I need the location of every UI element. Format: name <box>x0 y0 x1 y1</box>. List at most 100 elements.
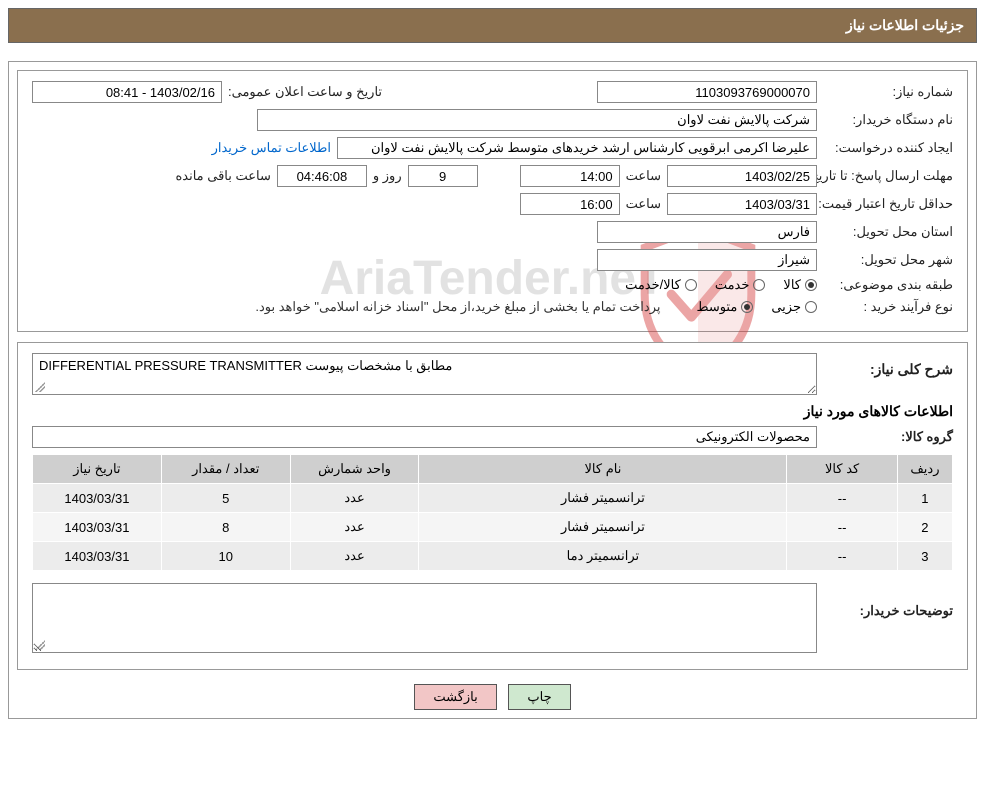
subject-class-label: طبقه بندی موضوعی: <box>823 277 953 293</box>
row-city: شهر محل تحويل: شيراز <box>32 249 953 271</box>
deadline-date-field: 1403/02/25 <box>667 165 817 187</box>
radio-dot-goods-service <box>685 279 697 291</box>
table-row: 1--ترانسميتر فشارعدد51403/03/31 <box>33 484 953 513</box>
table-row: 3--ترانسميتر دماعدد101403/03/31 <box>33 542 953 571</box>
row-buyer-notes: توضيحات خريدار: <box>32 583 953 653</box>
price-valid-time-label: ساعت <box>626 196 661 212</box>
row-need-no: شماره نياز: 1103093769000070 تاريخ و ساع… <box>32 81 953 103</box>
goods-group-field: محصولات الکترونيکی <box>32 426 817 448</box>
back-button[interactable]: بازگشت <box>414 684 496 710</box>
row-goods-group: گروه کالا: محصولات الکترونيکی <box>32 426 953 448</box>
table-cell: 5 <box>161 484 290 513</box>
table-cell: عدد <box>290 513 419 542</box>
radio-dot-partial <box>805 301 817 313</box>
table-cell: 1 <box>897 484 952 513</box>
table-header: کد کالا <box>787 455 897 484</box>
page-title: جزئيات اطلاعات نياز <box>846 17 964 33</box>
row-subject-class: طبقه بندی موضوعی: کالا خدمت کالا/خدمت <box>32 277 953 293</box>
table-cell: -- <box>787 484 897 513</box>
radio-dot-service <box>753 279 765 291</box>
announce-field: 1403/02/16 - 08:41 <box>32 81 222 103</box>
table-header: تاريخ نياز <box>33 455 162 484</box>
table-row: 2--ترانسميتر فشارعدد81403/03/31 <box>33 513 953 542</box>
table-cell: 8 <box>161 513 290 542</box>
table-cell: 1403/03/31 <box>33 542 162 571</box>
info-panel: AriaTender.neT شماره نياز: 1103093769000… <box>17 70 968 332</box>
table-cell: ترانسميتر فشار <box>419 513 787 542</box>
table-header: واحد شمارش <box>290 455 419 484</box>
radio-dot-goods <box>805 279 817 291</box>
radio-partial[interactable]: جزيی <box>771 299 817 315</box>
table-header: رديف <box>897 455 952 484</box>
buyer-notes-label: توضيحات خريدار: <box>823 583 953 619</box>
radio-service[interactable]: خدمت <box>715 277 766 293</box>
radio-medium-label: متوسط <box>696 299 737 315</box>
province-label: استان محل تحويل: <box>823 224 953 240</box>
table-cell: 1403/03/31 <box>33 513 162 542</box>
row-deadline: مهلت ارسال پاسخ: تا تاريخ: 1403/02/25 سا… <box>32 165 953 187</box>
announce-label: تاريخ و ساعت اعلان عمومی: <box>228 84 382 100</box>
table-cell: ترانسميتر دما <box>419 542 787 571</box>
row-purchase-type: نوع فرآيند خريد : جزيی متوسط پرداخت تمام… <box>32 299 953 315</box>
table-cell: 10 <box>161 542 290 571</box>
table-cell: 1403/03/31 <box>33 484 162 513</box>
contact-link[interactable]: اطلاعات تماس خريدار <box>212 140 331 156</box>
city-field: شيراز <box>597 249 817 271</box>
need-no-field: 1103093769000070 <box>597 81 817 103</box>
table-cell: عدد <box>290 484 419 513</box>
radio-medium[interactable]: متوسط <box>696 299 753 315</box>
radio-goods[interactable]: کالا <box>783 277 817 293</box>
deadline-time-label: ساعت <box>626 168 661 184</box>
row-overall: شرح کلی نياز: DIFFERENTIAL PRESSURE TRAN… <box>32 353 953 395</box>
deadline-label: مهلت ارسال پاسخ: تا تاريخ: <box>823 168 953 185</box>
radio-dot-medium <box>741 301 753 313</box>
goods-table-head: رديفکد کالانام کالاواحد شمارشتعداد / مقد… <box>33 455 953 484</box>
row-price-valid: حداقل تاريخ اعتبار قيمت: تا تاريخ: 1403/… <box>32 193 953 215</box>
goods-table: رديفکد کالانام کالاواحد شمارشتعداد / مقد… <box>32 454 953 571</box>
remaining-time-field: 04:46:08 <box>277 165 367 187</box>
table-cell: 2 <box>897 513 952 542</box>
province-field: فارس <box>597 221 817 243</box>
print-button[interactable]: چاپ <box>508 684 570 710</box>
buyer-notes-textarea[interactable] <box>32 583 817 653</box>
info-inner: شماره نياز: 1103093769000070 تاريخ و ساع… <box>32 81 953 315</box>
table-header: نام کالا <box>419 455 787 484</box>
table-cell: عدد <box>290 542 419 571</box>
goods-table-body: 1--ترانسميتر فشارعدد51403/03/312--ترانسم… <box>33 484 953 571</box>
table-cell: -- <box>787 513 897 542</box>
table-header: تعداد / مقدار <box>161 455 290 484</box>
radio-goods-service-label: کالا/خدمت <box>625 277 681 293</box>
subject-radio-group: کالا خدمت کالا/خدمت <box>625 277 817 293</box>
row-buyer-org: نام دستگاه خريدار: شرکت پالايش نفت لاوان <box>32 109 953 131</box>
requester-label: ايجاد کننده درخواست: <box>823 140 953 156</box>
overall-textarea[interactable]: DIFFERENTIAL PRESSURE TRANSMITTER مطابق … <box>32 353 817 395</box>
radio-partial-label: جزيی <box>771 299 801 315</box>
details-panel: شرح کلی نياز: DIFFERENTIAL PRESSURE TRAN… <box>17 342 968 670</box>
radio-goods-label: کالا <box>783 277 801 293</box>
radio-service-label: خدمت <box>715 277 750 293</box>
radio-goods-service[interactable]: کالا/خدمت <box>625 277 697 293</box>
goods-group-label: گروه کالا: <box>823 429 953 445</box>
price-valid-date-field: 1403/03/31 <box>667 193 817 215</box>
remaining-suffix: ساعت باقی مانده <box>175 168 270 184</box>
days-remaining-field: 9 <box>408 165 478 187</box>
table-cell: ترانسميتر فشار <box>419 484 787 513</box>
purchase-type-label: نوع فرآيند خريد : <box>823 299 953 315</box>
purchase-radio-group: جزيی متوسط <box>696 299 817 315</box>
requester-field: عليرضا اکرمی ابرقويی کارشناس ارشد خريدها… <box>337 137 817 159</box>
outer-panel: AriaTender.neT شماره نياز: 1103093769000… <box>8 61 977 719</box>
button-row: چاپ بازگشت <box>17 684 968 710</box>
row-province: استان محل تحويل: فارس <box>32 221 953 243</box>
buyer-org-field: شرکت پالايش نفت لاوان <box>257 109 817 131</box>
buyer-org-label: نام دستگاه خريدار: <box>823 112 953 128</box>
overall-label: شرح کلی نياز: <box>823 361 953 378</box>
days-label: روز و <box>373 168 402 184</box>
price-valid-time-field: 16:00 <box>520 193 620 215</box>
purchase-note: پرداخت تمام يا بخشی از مبلغ خريد،از محل … <box>255 299 660 315</box>
price-valid-label: حداقل تاريخ اعتبار قيمت: تا تاريخ: <box>823 196 953 213</box>
need-no-label: شماره نياز: <box>823 84 953 100</box>
table-cell: 3 <box>897 542 952 571</box>
deadline-time-field: 14:00 <box>520 165 620 187</box>
page-header: جزئيات اطلاعات نياز <box>8 8 977 43</box>
city-label: شهر محل تحويل: <box>823 252 953 268</box>
